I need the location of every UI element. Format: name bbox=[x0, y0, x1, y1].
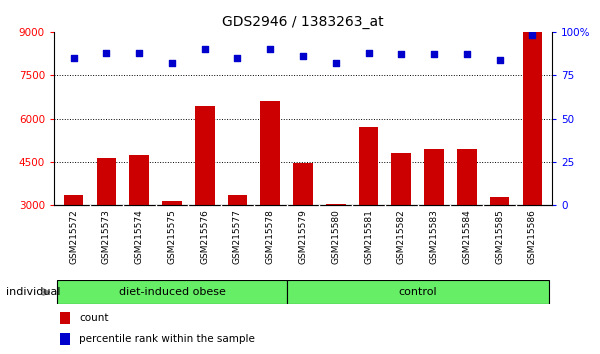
Point bbox=[364, 50, 373, 56]
Bar bbox=[57, 280, 287, 304]
Point bbox=[134, 50, 144, 56]
Text: GSM215583: GSM215583 bbox=[430, 209, 439, 264]
Text: control: control bbox=[398, 287, 437, 297]
Bar bbox=[490, 197, 509, 205]
Bar bbox=[457, 149, 476, 205]
Point bbox=[429, 52, 439, 57]
Bar bbox=[64, 195, 83, 205]
Bar bbox=[97, 158, 116, 205]
Bar bbox=[195, 105, 215, 205]
Bar bbox=[523, 32, 542, 205]
Point bbox=[495, 57, 505, 62]
Text: GSM215580: GSM215580 bbox=[331, 209, 340, 264]
Point bbox=[397, 52, 406, 57]
Point bbox=[167, 60, 177, 66]
Text: individual: individual bbox=[6, 287, 61, 297]
Bar bbox=[359, 127, 379, 205]
Bar bbox=[130, 155, 149, 205]
Bar bbox=[60, 333, 70, 346]
Point bbox=[331, 60, 341, 66]
Text: GSM215576: GSM215576 bbox=[200, 209, 209, 264]
Point bbox=[200, 46, 209, 52]
Point bbox=[233, 55, 242, 61]
Bar bbox=[326, 204, 346, 205]
Text: percentile rank within the sample: percentile rank within the sample bbox=[79, 335, 255, 344]
Text: GSM215584: GSM215584 bbox=[463, 209, 472, 264]
Text: GSM215582: GSM215582 bbox=[397, 209, 406, 264]
Bar bbox=[424, 149, 444, 205]
Bar bbox=[162, 201, 182, 205]
Bar bbox=[293, 164, 313, 205]
Bar bbox=[60, 312, 70, 324]
Text: GSM215577: GSM215577 bbox=[233, 209, 242, 264]
Text: diet-induced obese: diet-induced obese bbox=[119, 287, 226, 297]
Bar bbox=[260, 101, 280, 205]
Text: GSM215578: GSM215578 bbox=[266, 209, 275, 264]
Bar bbox=[287, 280, 549, 304]
Point bbox=[527, 33, 537, 38]
Bar bbox=[227, 195, 247, 205]
Point bbox=[298, 53, 308, 59]
Bar bbox=[391, 153, 411, 205]
Text: GSM215581: GSM215581 bbox=[364, 209, 373, 264]
Point bbox=[69, 55, 79, 61]
Text: GSM215585: GSM215585 bbox=[495, 209, 504, 264]
Text: GSM215579: GSM215579 bbox=[299, 209, 308, 264]
Text: GSM215574: GSM215574 bbox=[134, 209, 143, 264]
Point bbox=[101, 50, 111, 56]
Text: GSM215573: GSM215573 bbox=[102, 209, 111, 264]
Point bbox=[462, 52, 472, 57]
Title: GDS2946 / 1383263_at: GDS2946 / 1383263_at bbox=[222, 16, 384, 29]
Text: count: count bbox=[79, 313, 109, 323]
Text: GSM215575: GSM215575 bbox=[167, 209, 176, 264]
Text: GSM215572: GSM215572 bbox=[69, 209, 78, 264]
Point bbox=[265, 46, 275, 52]
Text: GSM215586: GSM215586 bbox=[528, 209, 537, 264]
